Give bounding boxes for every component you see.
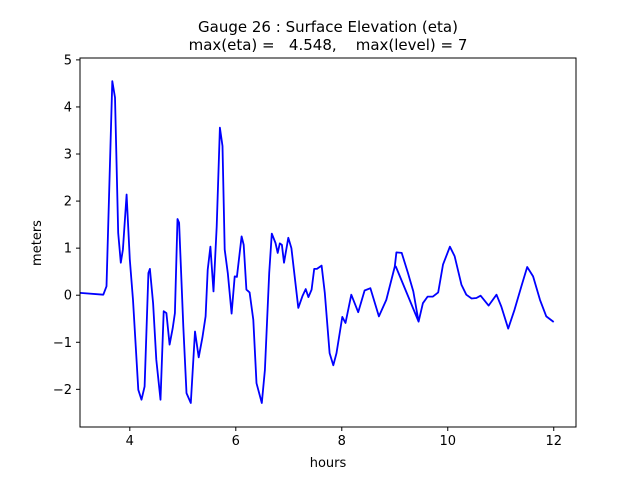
y-tick-label: −2: [53, 383, 72, 398]
axes-frame: [79, 57, 577, 428]
x-tick-label: 10: [439, 434, 456, 449]
y-tick-label: 0: [64, 289, 72, 304]
y-tick-label: −1: [53, 336, 72, 351]
x-tick-label: 8: [338, 434, 346, 449]
y-tick-label: 2: [64, 195, 72, 210]
x-tick-label: 4: [126, 434, 134, 449]
chart-title: Gauge 26 : Surface Elevation (eta): [198, 18, 458, 36]
y-tick-label: 3: [64, 148, 72, 163]
y-axis-label: meters: [30, 220, 45, 266]
x-axis-label: hours: [310, 456, 347, 471]
y-tick-label: 1: [64, 242, 72, 257]
chart-subtitle: max(eta) = 4.548, max(level) = 7: [189, 36, 468, 54]
y-tick-label: 5: [64, 53, 72, 68]
x-tick-label: 12: [545, 434, 562, 449]
y-tick-label: 4: [64, 100, 72, 115]
series-line: [79, 80, 555, 404]
x-tick-label: 6: [232, 434, 240, 449]
